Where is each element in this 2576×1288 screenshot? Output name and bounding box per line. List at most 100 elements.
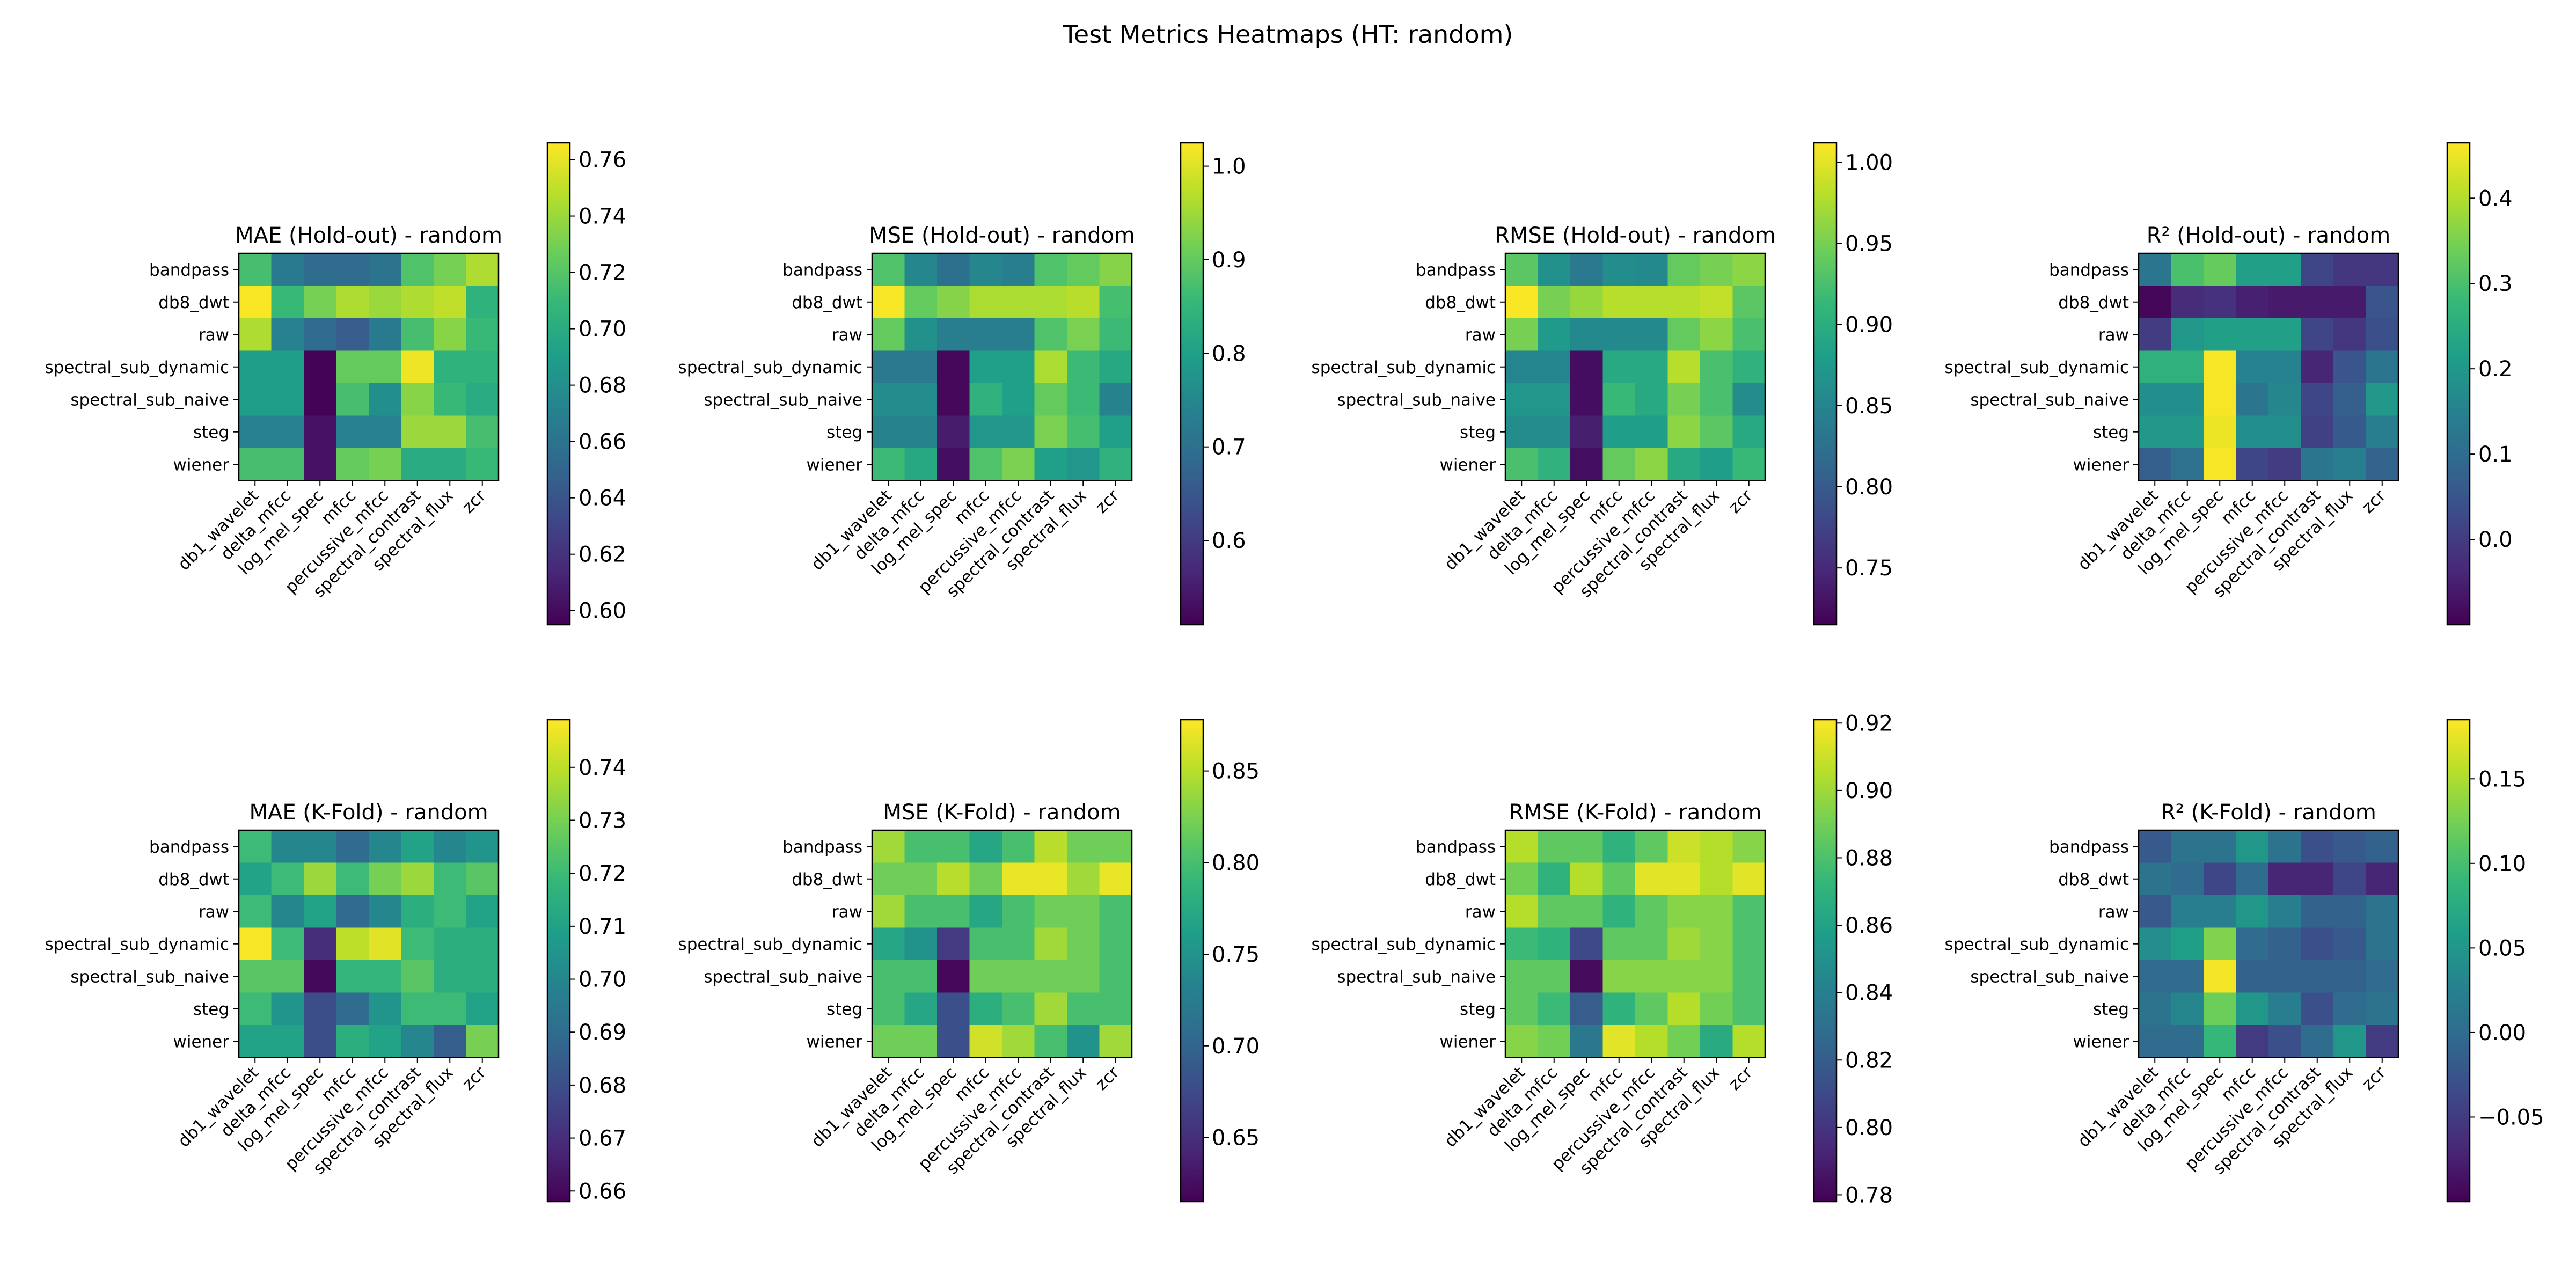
heatmap-cell xyxy=(937,992,970,1026)
heatmap-cell xyxy=(2366,927,2399,961)
heatmap-cell xyxy=(2139,318,2172,352)
heatmap-cell xyxy=(1099,830,1132,863)
colorbar-tick-label: 0.0 xyxy=(2478,528,2513,552)
heatmap-cell xyxy=(1034,448,1067,481)
heatmap-cell xyxy=(1067,862,1100,896)
heatmap-cell xyxy=(1570,318,1604,352)
heatmap-cell xyxy=(466,960,499,993)
heatmap-cell xyxy=(2301,862,2334,896)
heatmap-cell xyxy=(369,862,402,896)
heatmap-cell xyxy=(466,350,499,384)
heatmap-cell xyxy=(2171,960,2204,993)
heatmap-cell xyxy=(2171,927,2204,961)
heatmap-cell xyxy=(466,992,499,1026)
heatmap-cell xyxy=(1034,415,1067,449)
heatmap-cell xyxy=(1667,383,1701,416)
colorbar-tick-label: 0.86 xyxy=(1845,913,1893,938)
heatmap-cell xyxy=(937,415,970,449)
heatmap-cell xyxy=(466,927,499,961)
heatmap-cell xyxy=(1635,383,1668,416)
heatmap-cell xyxy=(937,448,970,481)
row-label: spectral_sub_naive xyxy=(1970,967,2129,986)
heatmap-cell xyxy=(2236,286,2269,319)
colorbar-tick-label: 0.66 xyxy=(579,1179,626,1204)
colorbar-tick-label: 0.10 xyxy=(2478,852,2526,876)
heatmap-cell xyxy=(336,286,369,319)
heatmap-cell xyxy=(336,415,369,449)
row-label: spectral_sub_dynamic xyxy=(1312,935,1496,954)
figure-title: Test Metrics Heatmaps (HT: random) xyxy=(1063,20,1513,49)
heatmap-cell xyxy=(1002,992,1035,1026)
heatmap-cell xyxy=(1700,286,1733,319)
heatmap-cell xyxy=(2333,1025,2367,1058)
heatmap-cell xyxy=(271,286,304,319)
colorbar-tick-label: 0.72 xyxy=(579,261,626,286)
heatmap-cell xyxy=(904,830,938,863)
row-label: wiener xyxy=(1439,1032,1496,1051)
heatmap-cell xyxy=(2139,286,2172,319)
heatmap-cell xyxy=(434,992,467,1026)
heatmap-cell xyxy=(1635,862,1668,896)
heatmap-cell xyxy=(1635,318,1668,352)
heatmap-cell xyxy=(1570,286,1604,319)
heatmap-cell xyxy=(304,350,337,384)
heatmap-cell xyxy=(937,960,970,993)
heatmap-cell xyxy=(304,895,337,928)
heatmap-cell xyxy=(2366,318,2399,352)
heatmap-cell xyxy=(1602,927,1636,961)
heatmap-cell xyxy=(336,830,369,863)
heatmap-cell xyxy=(271,350,304,384)
heatmap-cell xyxy=(2366,862,2399,896)
colorbar-tick-label: 0.78 xyxy=(1845,1183,1893,1208)
colorbar-tick-label: 0.70 xyxy=(1212,1034,1260,1059)
heatmap-cell xyxy=(2301,253,2334,287)
heatmap-cell xyxy=(304,383,337,416)
panel-title: MSE (K-Fold) - random xyxy=(883,800,1121,825)
heatmap-cell xyxy=(434,862,467,896)
heatmap-cell xyxy=(2236,253,2269,287)
heatmap-cell xyxy=(1538,830,1571,863)
heatmap-cell xyxy=(1667,1025,1701,1058)
row-label: spectral_sub_naive xyxy=(704,390,862,409)
heatmap-cell xyxy=(239,383,272,416)
heatmap-cell xyxy=(2268,253,2302,287)
row-label: steg xyxy=(2093,1000,2129,1019)
heatmap-cell xyxy=(2139,992,2172,1026)
heatmap-cell xyxy=(1034,862,1067,896)
heatmap-cell xyxy=(2366,448,2399,481)
heatmap-cell xyxy=(401,960,434,993)
heatmap-cell xyxy=(466,895,499,928)
heatmap-cell xyxy=(2268,286,2302,319)
heatmap-cell xyxy=(2301,830,2334,863)
colorbar-tick-label: 0.69 xyxy=(579,1020,626,1045)
heatmap-cell xyxy=(1700,318,1733,352)
heatmap-cell xyxy=(2301,350,2334,384)
heatmap-cell xyxy=(1602,448,1636,481)
heatmap-cell xyxy=(2204,862,2237,896)
heatmap-cell xyxy=(369,350,402,384)
heatmap-cell xyxy=(2301,383,2334,416)
heatmap-cell xyxy=(1635,895,1668,928)
heatmap-cell xyxy=(239,415,272,449)
heatmap-cell xyxy=(1099,992,1132,1026)
colorbar-tick-label: 0.8 xyxy=(1212,341,1246,366)
heatmap-cell xyxy=(1505,286,1539,319)
row-label: bandpass xyxy=(149,260,229,280)
heatmap-cell xyxy=(369,992,402,1026)
heatmap-cell xyxy=(2171,448,2204,481)
heatmap-cell xyxy=(1732,992,1766,1026)
colorbar-tick-label: 0.4 xyxy=(2478,186,2513,211)
heatmap-cell xyxy=(239,895,272,928)
heatmap-cell xyxy=(1034,1025,1067,1058)
colorbar-tick-label: 0.64 xyxy=(579,486,626,511)
heatmap-cell xyxy=(336,1025,369,1058)
heatmap-cell xyxy=(1570,895,1604,928)
row-label: spectral_sub_naive xyxy=(70,967,229,986)
heatmap-cell xyxy=(1667,415,1701,449)
colorbar-tick-label: 0.74 xyxy=(579,204,626,229)
heatmap-cell xyxy=(271,318,304,352)
heatmap-cell xyxy=(434,415,467,449)
heatmap-cell xyxy=(872,830,905,863)
heatmap-cell xyxy=(304,1025,337,1058)
